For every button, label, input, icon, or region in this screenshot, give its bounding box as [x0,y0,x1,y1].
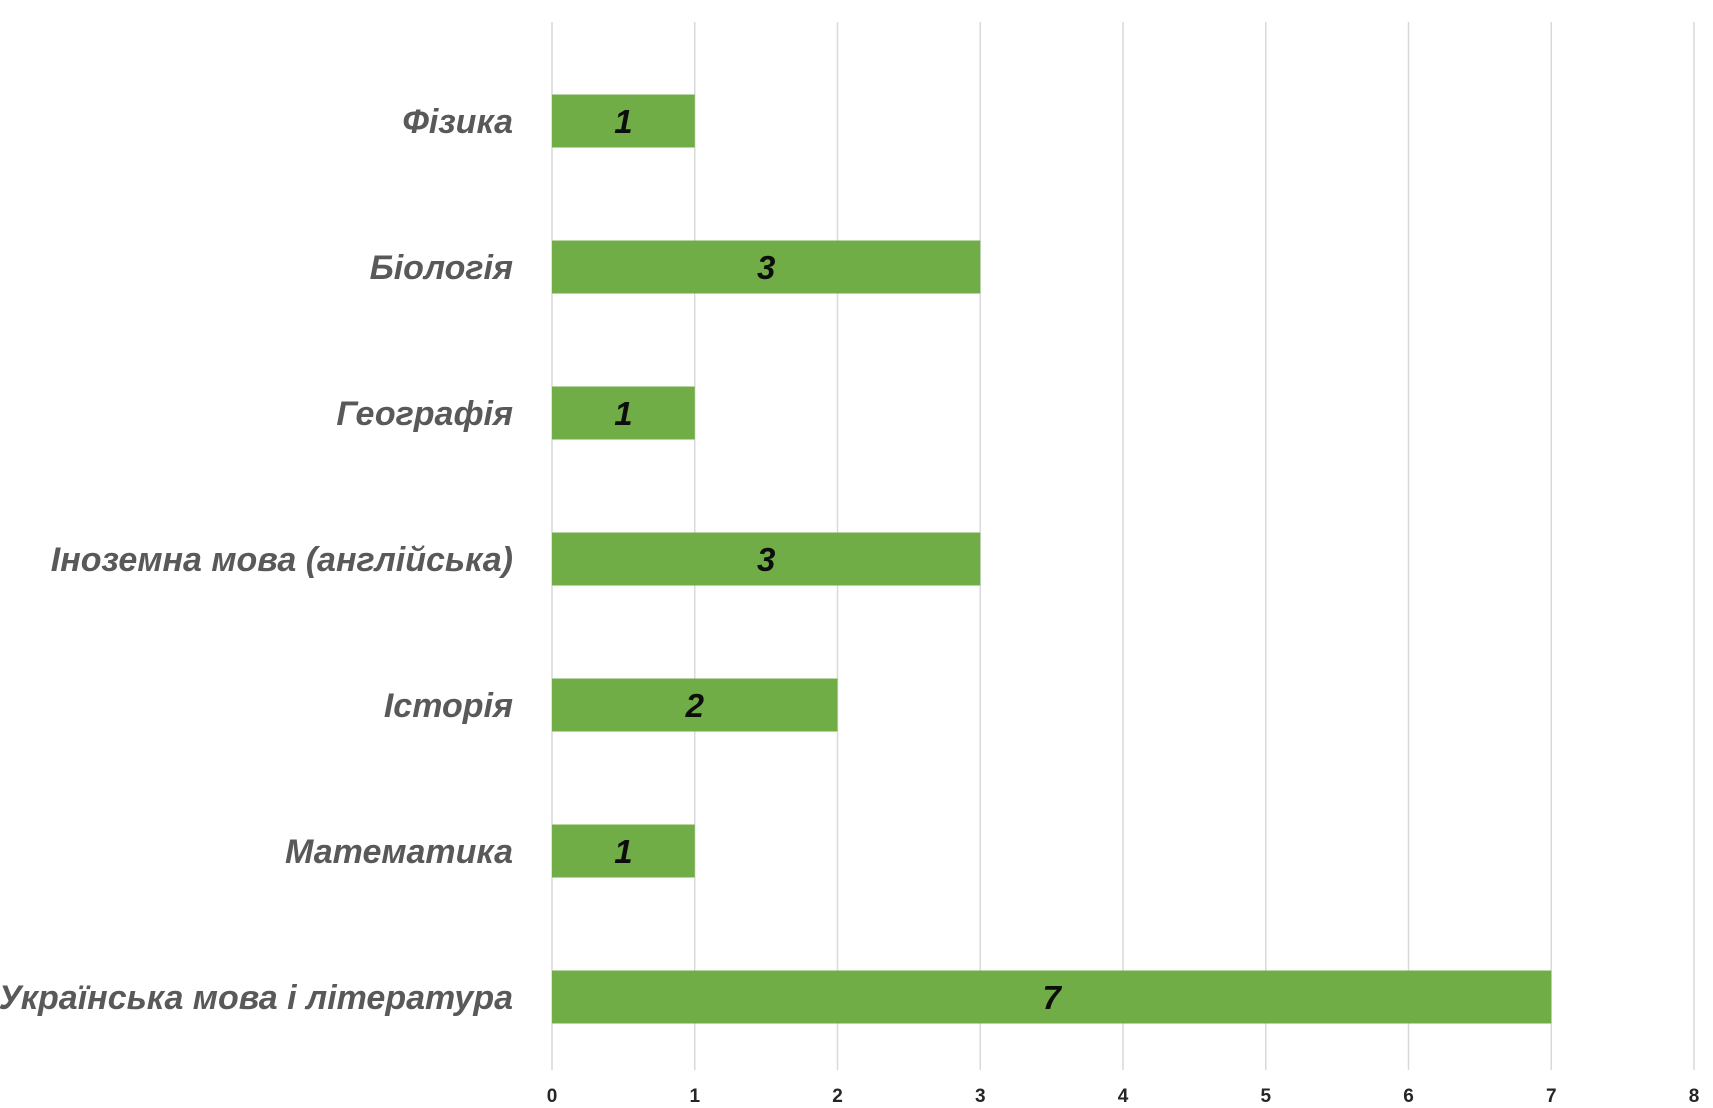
data-label-1: 1 [614,103,632,140]
x-axis-tick-labels: 0 1 2 3 4 5 6 7 8 [547,1086,1700,1107]
gridlines [551,22,1695,1070]
data-label-7: 7 [1042,979,1062,1016]
category-label-4: Іноземна мова (англійська) [51,541,513,579]
category-label-7: Українська мова і література [0,979,513,1017]
category-labels: Фізика Біологія Географія Іноземна мова (ан… [0,103,513,1017]
x-tick-label-7: 7 [1546,1086,1557,1107]
data-label-3: 1 [614,395,632,432]
bar-6 [552,824,695,878]
bar-5 [552,678,838,732]
data-label-4: 3 [757,541,775,578]
category-label-1: Фізика [402,103,513,141]
bar-1 [552,94,695,148]
category-label-6: Математика [285,833,513,871]
x-tick-label-6: 6 [1403,1086,1414,1107]
category-label-5: Історія [384,687,513,725]
x-tick-label-4: 4 [1118,1086,1129,1107]
data-labels: 1 3 1 3 2 1 7 [614,103,1062,1016]
category-label-3: Географія [336,395,513,433]
x-tick-label-2: 2 [832,1086,843,1107]
data-label-2: 3 [757,249,775,286]
data-label-6: 1 [614,833,632,870]
x-tick-label-8: 8 [1689,1086,1700,1107]
bar-4 [552,532,981,586]
x-tick-label-1: 1 [689,1086,700,1107]
data-label-5: 2 [685,687,705,724]
category-label-2: Біологія [370,249,513,287]
bar-3 [552,386,695,440]
x-tick-label-5: 5 [1260,1086,1271,1107]
bars [552,94,1552,1024]
bar-2 [552,240,981,294]
x-tick-label-3: 3 [975,1086,986,1107]
bar-7 [552,970,1552,1024]
x-tick-label-0: 0 [547,1086,558,1107]
